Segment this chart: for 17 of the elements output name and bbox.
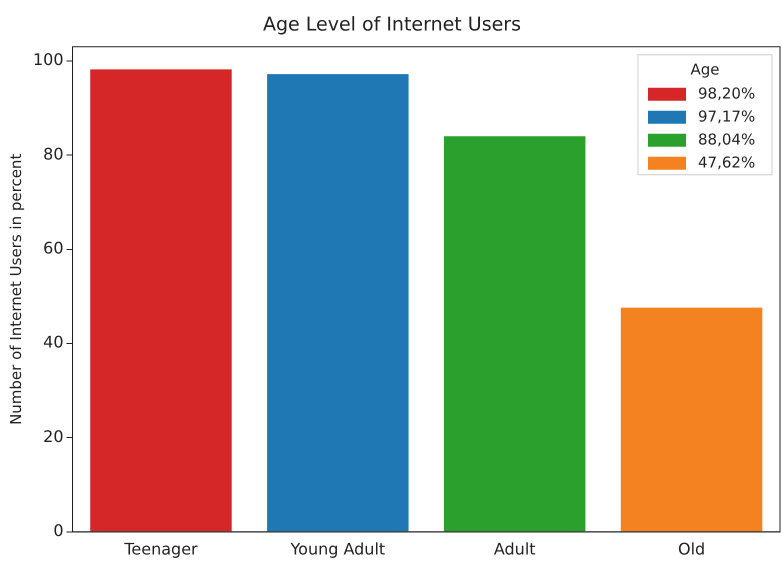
y-tick-label: 0 [53,520,64,540]
x-tick-label: Old [678,540,706,559]
legend-title: Age [690,60,720,79]
y-tick-label: 80 [43,144,64,164]
y-tick-label: 40 [43,332,64,352]
legend-label: 97,17% [698,108,756,126]
y-tick-label: 100 [32,50,64,70]
chart-title: Age Level of Internet Users [262,13,522,36]
x-tick-label: Adult [494,540,536,559]
legend-label: 88,04% [698,130,756,149]
y-tick-label: 60 [43,238,64,258]
y-tick-label: 20 [43,426,64,446]
x-tick-label: Teenager [123,540,198,559]
legend-label: 47,62% [698,154,756,172]
x-tick-label: Young Adult [290,540,386,559]
y-axis-title: Number of Internet Users in percent [6,154,25,425]
legend-label: 98,20% [698,84,756,103]
